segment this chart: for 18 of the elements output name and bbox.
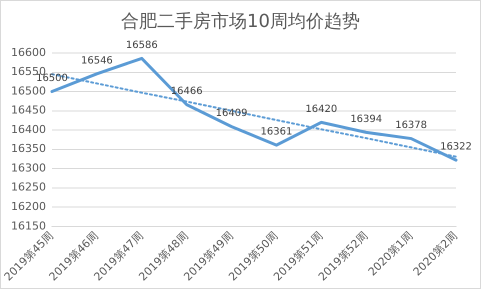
y-tick-label: 16400	[10, 122, 46, 136]
y-tick-label: 16350	[10, 142, 46, 156]
data-label: 16394	[350, 114, 382, 125]
y-tick-label: 16600	[10, 46, 46, 59]
data-label: 16586	[126, 40, 158, 51]
y-tick-label: 16450	[10, 104, 46, 117]
y-tick-label: 16300	[10, 161, 46, 174]
chart-title: 合肥二手房市场10周均价趋势	[120, 10, 361, 33]
data-label: 16420	[305, 104, 338, 115]
data-label: 16546	[80, 55, 113, 66]
y-tick-label: 16250	[10, 180, 46, 194]
data-label: 16378	[395, 120, 428, 132]
y-tick-label: 16500	[10, 84, 46, 98]
y-tick-label: 16200	[10, 200, 46, 214]
y-tick-label: 16150	[10, 219, 46, 232]
data-label: 16322	[440, 142, 472, 153]
data-label: 16409	[216, 108, 248, 120]
data-label: 16361	[260, 126, 292, 138]
